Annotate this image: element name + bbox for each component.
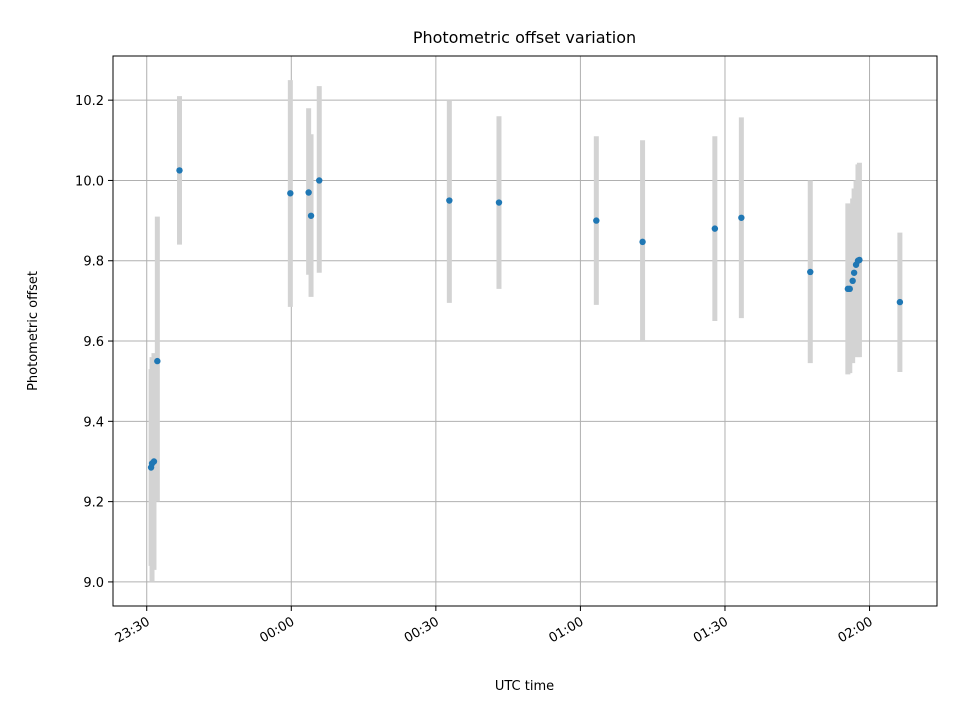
data-points: [147, 167, 904, 471]
grid-lines: [113, 56, 937, 606]
y-tick-label: 9.6: [83, 335, 104, 350]
data-point: [738, 214, 745, 221]
y-tick-label: 10.2: [75, 94, 104, 109]
data-point: [856, 256, 863, 264]
data-point: [287, 190, 294, 197]
data-point: [316, 177, 323, 184]
data-point: [711, 225, 719, 232]
x-axis-label: UTC time: [495, 679, 554, 694]
data-point: [307, 212, 315, 219]
data-point: [150, 458, 158, 465]
y-tick-label: 9.4: [83, 415, 104, 430]
data-point: [305, 189, 312, 196]
y-tick-label: 9.8: [83, 255, 104, 270]
y-tick-label: 9.0: [83, 576, 104, 591]
data-point: [846, 285, 853, 293]
plot-frame: [112, 55, 938, 607]
data-point: [176, 167, 183, 174]
data-point: [896, 298, 904, 306]
data-point: [495, 199, 503, 206]
data-point: [850, 269, 858, 276]
data-point: [639, 238, 646, 246]
y-axis-ticks: 9.0 9.2 9.4 9.6 9.8 10.0 10.2: [75, 94, 113, 591]
chart-title: Photometric offset variation: [413, 28, 636, 47]
y-tick-label: 9.2: [83, 496, 104, 511]
data-point: [593, 217, 600, 224]
data-point: [807, 268, 814, 276]
y-axis-label: Photometric offset: [26, 271, 41, 391]
data-point: [849, 277, 856, 285]
y-tick-label: 10.0: [75, 174, 104, 189]
data-point: [446, 197, 453, 204]
data-point: [154, 357, 161, 365]
